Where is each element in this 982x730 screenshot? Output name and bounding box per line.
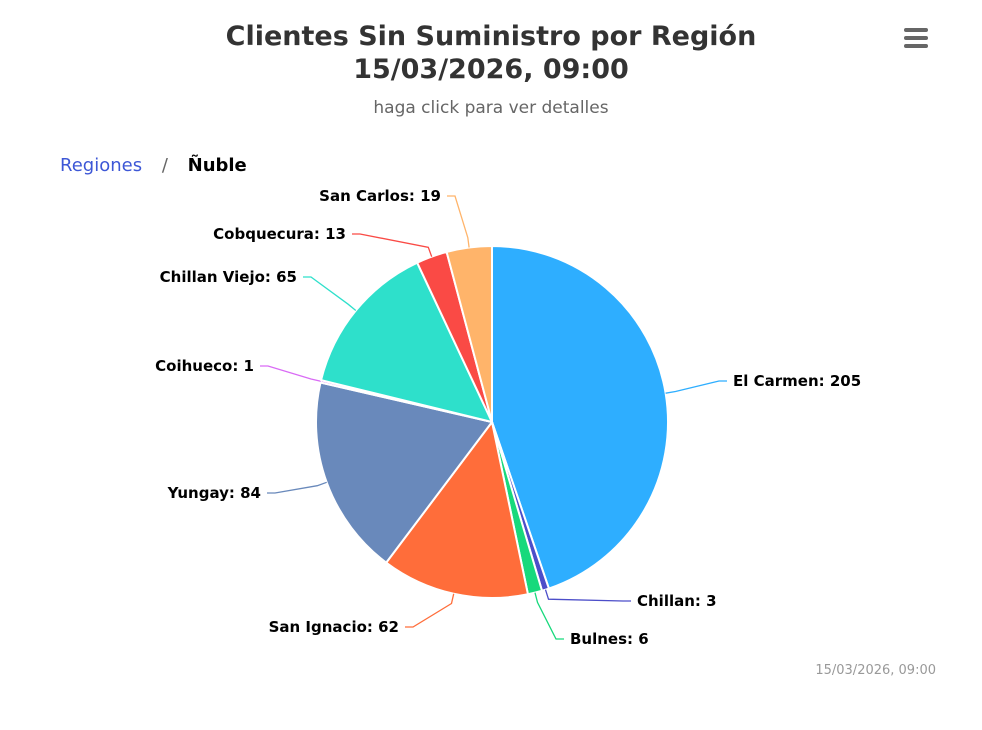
chart-subtitle: haga click para ver detalles: [373, 98, 609, 118]
data-label: San Carlos: 19: [319, 187, 441, 205]
data-label-connector: [405, 593, 455, 628]
data-label: San Ignacio: 62: [269, 618, 399, 636]
data-label-connector: [665, 380, 727, 394]
data-label-connector: [447, 195, 470, 248]
data-label: Coihueco: 1: [155, 357, 254, 375]
breadcrumb-link-regiones[interactable]: Regiones: [60, 155, 143, 176]
data-label: Yungay: 84: [167, 484, 261, 502]
data-label: Chillan Viejo: 65: [160, 268, 297, 286]
data-label-connector: [303, 276, 357, 312]
pie-slice[interactable]: [491, 245, 670, 590]
data-label-connector: [260, 365, 321, 382]
data-label-connector: [534, 592, 564, 640]
breadcrumb: Regiones / Ñuble: [60, 155, 247, 177]
hamburger-menu-icon[interactable]: [898, 22, 934, 54]
data-label-connector: [352, 233, 433, 257]
pie-slice[interactable]: [385, 421, 529, 599]
data-label-connector: [544, 589, 631, 602]
chart-credits: 15/03/2026, 09:00: [815, 663, 936, 678]
breadcrumb-current: Ñuble: [187, 155, 247, 176]
data-label: Cobquecura: 13: [213, 225, 346, 243]
pie-slice[interactable]: [315, 381, 493, 564]
pie-slice[interactable]: [320, 261, 493, 423]
breadcrumb-separator: /: [161, 155, 168, 176]
data-label: El Carmen: 205: [733, 372, 861, 390]
data-label: Chillan: 3: [637, 592, 717, 610]
chart-title-datetime: 15/03/2026, 09:00: [353, 54, 629, 85]
data-label-connector: [267, 481, 327, 494]
data-label: Bulnes: 6: [570, 630, 649, 648]
pie-slice[interactable]: [445, 245, 493, 423]
chart-title: Clientes Sin Suministro por Región: [225, 21, 757, 52]
